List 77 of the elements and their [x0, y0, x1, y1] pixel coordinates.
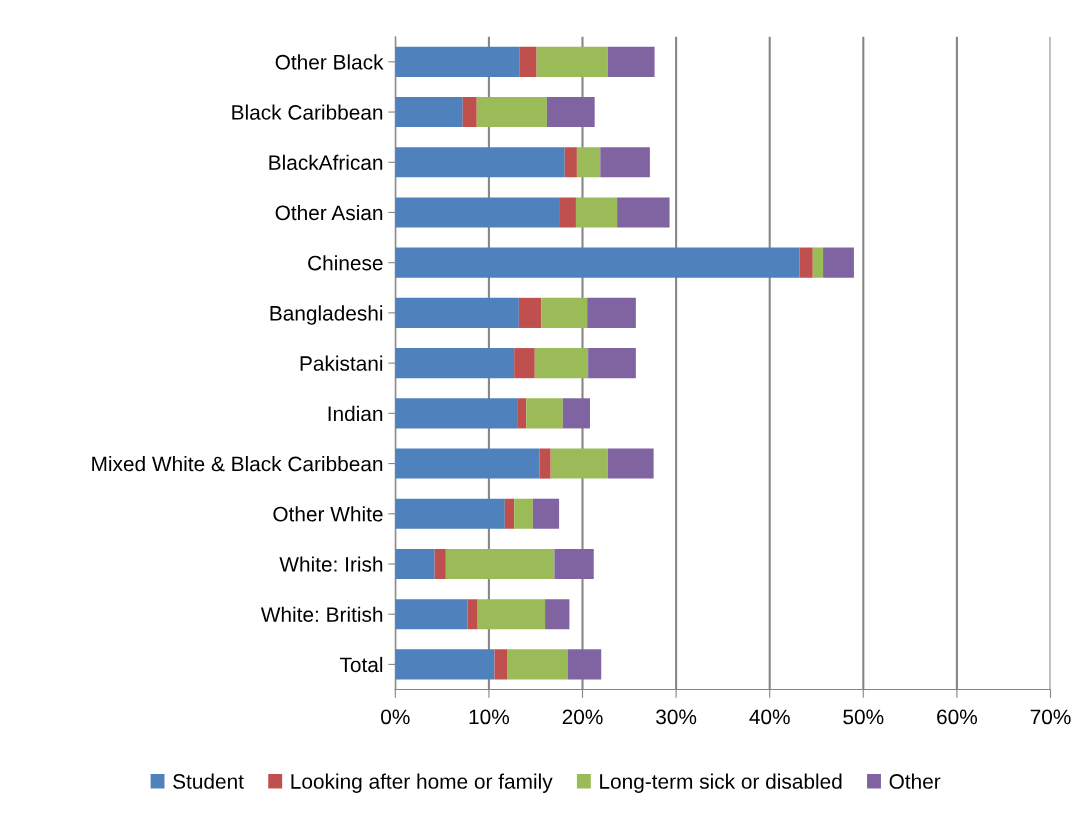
bar [514, 498, 533, 529]
legend-label: Student [173, 773, 244, 789]
y-tick-label: White: British [260, 606, 383, 622]
bar [517, 398, 527, 429]
bar [607, 46, 655, 77]
bar [600, 147, 650, 178]
bar [462, 96, 477, 128]
bar [587, 297, 636, 328]
bar [476, 96, 547, 128]
bar [519, 46, 537, 77]
bar [395, 548, 435, 580]
bar [518, 297, 542, 328]
bar [494, 649, 508, 680]
bar [507, 649, 568, 680]
bar [504, 498, 515, 529]
legend-label: Long-term sick or disabled [600, 773, 842, 793]
x-tick-label: 30% [656, 709, 697, 725]
y-tick-label: Pakistani [300, 355, 383, 371]
bar [534, 348, 589, 379]
x-tick-label: 0% [381, 709, 410, 725]
bar [541, 297, 588, 328]
bar [395, 247, 800, 278]
bar [395, 297, 519, 328]
bar [477, 599, 546, 630]
bar [395, 197, 560, 228]
x-tick-label: 60% [937, 709, 978, 725]
bar [550, 448, 608, 479]
x-tick-label: 40% [749, 709, 790, 725]
y-tick-label: White: Irish [279, 556, 383, 572]
bar [554, 548, 594, 580]
bar [545, 599, 570, 630]
bar [532, 498, 560, 529]
legend-label: Looking after home or family [291, 773, 553, 793]
y-tick-label: Other White [273, 506, 383, 522]
bar [559, 197, 576, 228]
y-tick-label: Bangladeshi [270, 305, 383, 325]
x-tick-label: 70% [1030, 709, 1071, 725]
bar [395, 46, 520, 77]
bar [562, 398, 590, 429]
x-tick-label: 10% [469, 709, 510, 725]
y-tick-label: BlackAfrican [269, 154, 383, 171]
bar [395, 348, 515, 379]
y-tick-label: Other Black [275, 54, 384, 70]
bar [395, 599, 468, 630]
bar [799, 247, 813, 278]
bar [395, 448, 540, 479]
bar [607, 448, 654, 479]
y-tick-label: Mixed White & Black Caribbean [92, 456, 383, 472]
bar [539, 448, 551, 479]
bar [445, 548, 555, 580]
bar [434, 548, 446, 580]
y-tick-label: Chinese [308, 255, 383, 271]
bar [536, 46, 608, 77]
bar [526, 398, 563, 429]
x-tick-label: 20% [562, 709, 603, 725]
bar [617, 197, 670, 228]
y-tick-label: Total [339, 656, 383, 673]
bar [395, 498, 505, 529]
y-tick-label: Other Asian [275, 204, 383, 221]
legend-label: Other [889, 773, 941, 789]
bar [546, 96, 595, 128]
bar [395, 147, 565, 178]
x-tick-label: 50% [843, 709, 884, 725]
bar [575, 197, 618, 228]
bar [823, 247, 854, 278]
y-tick-label: Indian [328, 405, 383, 422]
bar [588, 348, 636, 379]
y-tick-label: Black Caribbean [232, 104, 383, 120]
bar [812, 247, 824, 278]
bar [395, 649, 495, 680]
bar [567, 649, 602, 680]
bar [467, 599, 478, 630]
bar [564, 147, 577, 178]
bar [395, 398, 518, 429]
bar [395, 96, 463, 128]
bar [576, 147, 601, 178]
bar [514, 348, 535, 379]
